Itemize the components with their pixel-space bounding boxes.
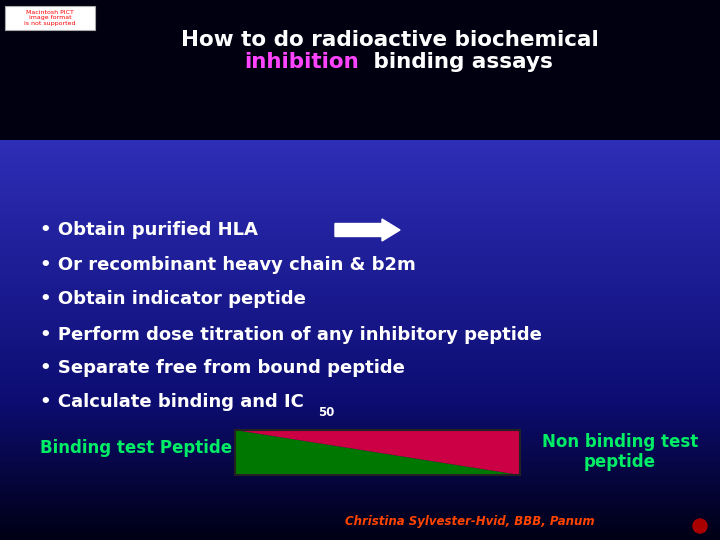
Text: • Obtain purified HLA: • Obtain purified HLA [40,221,258,239]
FancyArrow shape [335,219,400,241]
Text: • Calculate binding and IC: • Calculate binding and IC [40,393,304,411]
Text: How to do radioactive biochemical: How to do radioactive biochemical [181,30,599,50]
Text: • Obtain indicator peptide: • Obtain indicator peptide [40,290,306,308]
Text: Macintosh PICT
image format
is not supported: Macintosh PICT image format is not suppo… [24,10,76,26]
Text: binding assays: binding assays [366,52,552,72]
Text: 50: 50 [318,406,334,419]
Polygon shape [235,430,520,475]
FancyBboxPatch shape [5,6,95,30]
Bar [0,0,720,140]
Text: inhibition: inhibition [245,52,359,72]
Circle shape [693,519,707,533]
Text: Binding test Peptide: Binding test Peptide [40,439,232,457]
Polygon shape [235,430,520,475]
Bar [235,430,520,475]
Text: Non binding test
peptide: Non binding test peptide [542,433,698,471]
Text: • Or recombinant heavy chain & b2m: • Or recombinant heavy chain & b2m [40,256,415,274]
Text: • Perform dose titration of any inhibitory peptide: • Perform dose titration of any inhibito… [40,326,542,344]
Text: • Separate free from bound peptide: • Separate free from bound peptide [40,359,405,377]
Text: Christina Sylvester-Hvid, BBB, Panum: Christina Sylvester-Hvid, BBB, Panum [345,516,595,529]
